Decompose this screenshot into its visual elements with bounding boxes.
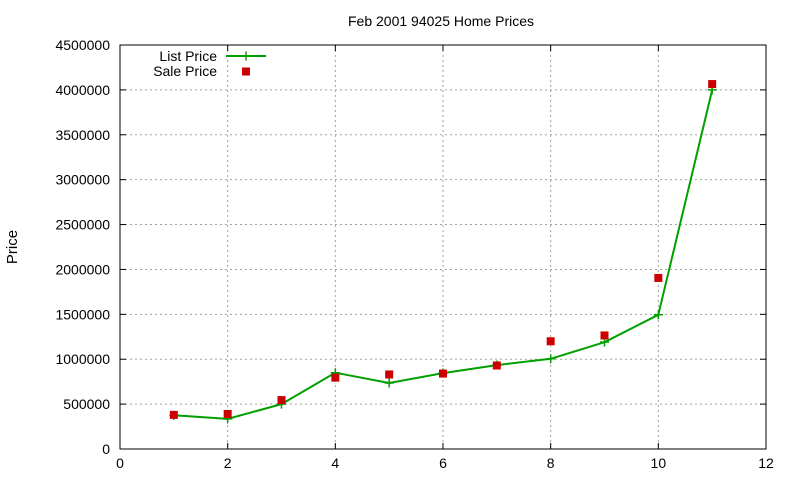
y-tick-label: 4500000 bbox=[55, 37, 110, 53]
sale-price-point bbox=[600, 331, 609, 340]
y-tick-label: 3000000 bbox=[55, 172, 110, 188]
legend-label-list-price: List Price bbox=[159, 48, 217, 64]
sale-price-point bbox=[654, 273, 663, 282]
y-tick-label: 1000000 bbox=[55, 351, 110, 367]
legend-marker-sale-price bbox=[242, 67, 250, 76]
list-price-point bbox=[653, 310, 663, 320]
sale-price-point bbox=[385, 370, 394, 379]
legend-label-sale-price: Sale Price bbox=[153, 63, 217, 79]
sale-price-point bbox=[277, 396, 286, 405]
chart-title: Feb 2001 94025 Home Prices bbox=[348, 13, 534, 29]
y-tick-label: 2500000 bbox=[55, 217, 110, 233]
sale-price-point bbox=[439, 369, 447, 378]
list-price-point bbox=[546, 354, 556, 364]
series-layer bbox=[169, 80, 717, 424]
x-tick-label: 8 bbox=[547, 455, 555, 471]
list-price-point bbox=[384, 378, 394, 388]
x-tick-label: 12 bbox=[758, 455, 774, 471]
sale-price-point bbox=[223, 409, 232, 418]
sale-price-point bbox=[492, 361, 501, 370]
x-tick-label: 4 bbox=[331, 455, 339, 471]
sale-price-point bbox=[169, 410, 178, 419]
grid-layer bbox=[120, 45, 766, 449]
x-tick-label: 6 bbox=[439, 455, 447, 471]
sale-price-point bbox=[708, 80, 717, 89]
legend-marker-list-price bbox=[241, 51, 251, 61]
x-tick-label: 10 bbox=[651, 455, 667, 471]
y-tick-label: 3500000 bbox=[55, 127, 110, 143]
y-tick-label: 1500000 bbox=[55, 306, 110, 322]
sale-price-point bbox=[331, 373, 340, 382]
legend: List Price Sale Price bbox=[153, 48, 266, 79]
y-tick-label: 2000000 bbox=[55, 261, 110, 277]
sale-price-point bbox=[546, 337, 555, 346]
x-tick-label: 2 bbox=[224, 455, 232, 471]
y-tick-label: 500000 bbox=[63, 396, 110, 412]
tick-layer: 0 2 4 6 8 10 12 0 500000 1000000 1500000 2000000 250… bbox=[55, 37, 774, 471]
y-axis-label: Price bbox=[4, 230, 21, 264]
y-tick-label: 0 bbox=[102, 441, 110, 457]
x-tick-label: 0 bbox=[116, 455, 124, 471]
y-tick-label: 4000000 bbox=[55, 82, 110, 98]
